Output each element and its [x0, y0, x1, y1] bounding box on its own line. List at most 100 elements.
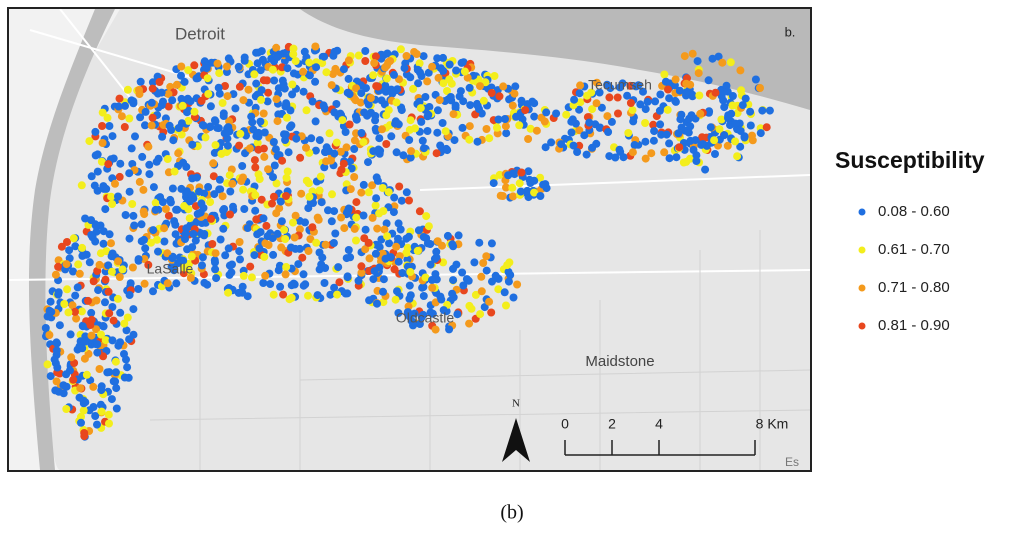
- susceptibility-point: [239, 96, 248, 105]
- susceptibility-point: [178, 101, 187, 110]
- susceptibility-point: [489, 179, 498, 188]
- susceptibility-point: [576, 81, 585, 90]
- susceptibility-point: [152, 157, 161, 166]
- susceptibility-point: [399, 151, 408, 160]
- susceptibility-point: [675, 143, 684, 152]
- susceptibility-point: [438, 241, 446, 250]
- susceptibility-point: [244, 85, 253, 94]
- susceptibility-point: [216, 235, 225, 244]
- susceptibility-point: [424, 110, 433, 119]
- susceptibility-point: [136, 113, 145, 122]
- susceptibility-point: [65, 246, 74, 255]
- susceptibility-point: [54, 262, 63, 271]
- susceptibility-point: [144, 260, 153, 269]
- susceptibility-point: [87, 216, 96, 225]
- susceptibility-point: [213, 123, 222, 132]
- susceptibility-point: [89, 382, 98, 391]
- susceptibility-point: [504, 277, 513, 286]
- susceptibility-point: [282, 173, 291, 182]
- susceptibility-point: [417, 313, 426, 321]
- susceptibility-point: [665, 139, 674, 148]
- susceptibility-point: [51, 270, 60, 279]
- susceptibility-point: [166, 198, 175, 207]
- susceptibility-point: [180, 77, 189, 86]
- legend-label: 0.61 - 0.70: [878, 241, 950, 258]
- susceptibility-point: [471, 290, 480, 299]
- susceptibility-point: [390, 265, 399, 274]
- susceptibility-point: [207, 214, 215, 223]
- susceptibility-point: [500, 288, 509, 297]
- susceptibility-point: [490, 72, 499, 80]
- susceptibility-point: [715, 125, 724, 134]
- susceptibility-point: [284, 148, 293, 157]
- susceptibility-point: [518, 115, 527, 124]
- susceptibility-point: [318, 59, 327, 68]
- susceptibility-point: [585, 118, 594, 127]
- susceptibility-point: [290, 233, 299, 242]
- susceptibility-point: [320, 279, 329, 287]
- susceptibility-point: [379, 275, 388, 284]
- susceptibility-point: [184, 205, 193, 214]
- susceptibility-point: [93, 340, 102, 349]
- susceptibility-point: [313, 291, 322, 300]
- susceptibility-point: [236, 255, 244, 264]
- susceptibility-point: [386, 57, 395, 65]
- susceptibility-point: [78, 344, 87, 353]
- susceptibility-point: [62, 382, 71, 391]
- susceptibility-point: [403, 255, 412, 264]
- susceptibility-point: [379, 287, 387, 296]
- susceptibility-point: [253, 230, 262, 239]
- susceptibility-point: [394, 219, 403, 228]
- susceptibility-point: [147, 98, 156, 107]
- susceptibility-point: [218, 99, 227, 107]
- susceptibility-point: [493, 123, 501, 132]
- susceptibility-point: [394, 257, 403, 266]
- susceptibility-point: [45, 306, 54, 315]
- susceptibility-point: [459, 281, 468, 290]
- susceptibility-point: [337, 165, 346, 174]
- susceptibility-point: [211, 265, 220, 274]
- road: [149, 230, 810, 470]
- susceptibility-point: [268, 65, 277, 74]
- susceptibility-point: [415, 97, 424, 106]
- susceptibility-point: [420, 144, 428, 153]
- susceptibility-point: [748, 136, 757, 145]
- susceptibility-point: [344, 74, 353, 83]
- susceptibility-point: [650, 127, 659, 136]
- susceptibility-point: [140, 255, 149, 263]
- susceptibility-point: [250, 251, 259, 260]
- susceptibility-point: [361, 57, 370, 65]
- susceptibility-point: [758, 106, 767, 115]
- susceptibility-point: [485, 297, 494, 306]
- susceptibility-point: [215, 69, 224, 78]
- susceptibility-point: [397, 106, 406, 115]
- susceptibility-point: [256, 66, 265, 75]
- susceptibility-point: [765, 106, 774, 115]
- susceptibility-point: [431, 270, 440, 279]
- susceptibility-point: [93, 420, 101, 429]
- susceptibility-point: [243, 224, 252, 232]
- susceptibility-point: [149, 287, 157, 296]
- susceptibility-point: [352, 198, 361, 207]
- susceptibility-point: [105, 230, 114, 239]
- susceptibility-point: [239, 185, 248, 194]
- susceptibility-point: [405, 281, 414, 290]
- susceptibility-point: [252, 79, 261, 88]
- susceptibility-point: [717, 115, 726, 124]
- susceptibility-point: [135, 177, 144, 186]
- susceptibility-point: [149, 226, 158, 235]
- susceptibility-point: [375, 243, 384, 252]
- susceptibility-point: [220, 129, 229, 138]
- susceptibility-point: [431, 325, 440, 334]
- river: [28, 9, 115, 470]
- susceptibility-point: [283, 167, 292, 176]
- susceptibility-point: [187, 191, 196, 200]
- susceptibility-point: [662, 130, 671, 139]
- susceptibility-point: [279, 290, 288, 299]
- susceptibility-point: [238, 282, 247, 291]
- susceptibility-point: [368, 181, 377, 190]
- susceptibility-point: [200, 278, 209, 287]
- susceptibility-point: [387, 85, 396, 94]
- susceptibility-point: [91, 127, 100, 136]
- susceptibility-point: [466, 101, 475, 110]
